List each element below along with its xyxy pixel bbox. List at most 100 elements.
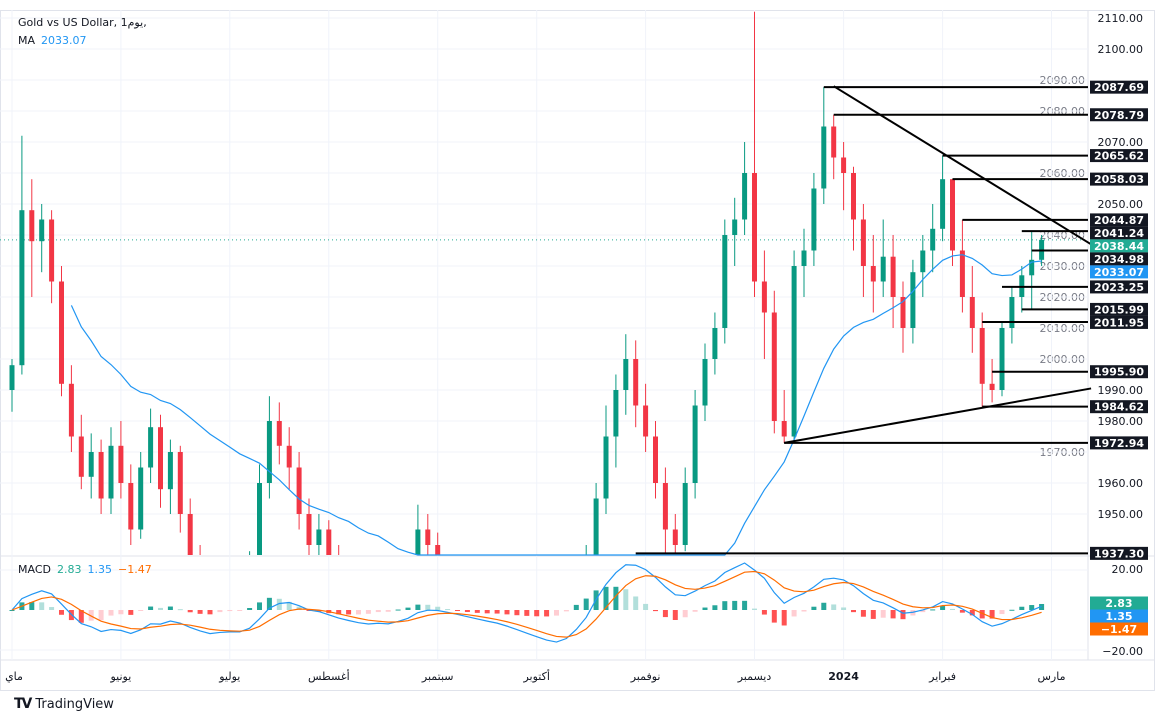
macd-histogram-bar — [989, 610, 995, 619]
candle-body — [98, 452, 104, 499]
level-price-label[interactable]: 2058.03 — [1090, 172, 1148, 187]
macd-histogram-bar — [831, 604, 837, 610]
macd-histogram-bar — [771, 610, 777, 623]
candle-body — [257, 483, 262, 555]
macd-histogram-bar — [692, 610, 698, 612]
macd-histogram-bar — [504, 610, 510, 615]
candle — [326, 520, 332, 555]
signal-line — [11, 570, 1042, 638]
level-price-label[interactable]: 2015.99 — [1090, 302, 1148, 317]
macd-histogram-bar — [98, 610, 104, 621]
candle-body — [900, 297, 906, 328]
level-price-label[interactable]: 2078.79 — [1090, 108, 1148, 122]
candle — [950, 179, 955, 266]
level-price-label-text: 2023.25 — [1094, 281, 1144, 294]
candle-body — [742, 173, 748, 220]
candle — [148, 408, 154, 483]
candle-body — [920, 250, 926, 273]
candle — [969, 266, 975, 353]
level-price-label[interactable]: 2044.87 — [1090, 213, 1148, 227]
macd-histogram-bar — [9, 610, 15, 611]
candle — [29, 179, 35, 297]
level-price-label[interactable]: 2065.62 — [1090, 149, 1148, 163]
macd-legend[interactable]: MACD 2.83 1.35 −1.47 — [18, 563, 158, 576]
level-price-label[interactable]: 2011.95 — [1090, 315, 1148, 330]
candle-body — [831, 126, 837, 158]
macd-histogram-bar — [653, 610, 658, 612]
time-axis-tick: ماي — [5, 670, 23, 683]
candle — [999, 321, 1005, 397]
macd-histogram-bar — [395, 609, 401, 611]
macd-histogram-bar — [138, 610, 144, 611]
macd-histogram-bar — [276, 598, 282, 610]
candle-body — [425, 529, 431, 545]
macd-histogram-bar — [554, 610, 559, 616]
macd-histogram-bar — [336, 610, 342, 615]
ma-price-label[interactable]: 2033.07 — [1090, 265, 1148, 279]
candle — [78, 414, 84, 490]
candle-body — [811, 188, 817, 251]
macd-axis-tick: −20.00 — [1102, 645, 1143, 658]
level-price-label[interactable]: 1972.94 — [1090, 436, 1148, 450]
macd-histogram-bar — [415, 604, 421, 610]
candle — [662, 467, 668, 554]
candle — [19, 135, 25, 375]
macd-histogram-bar — [534, 610, 540, 617]
candle — [633, 340, 639, 428]
ma-price-label-text: 2033.07 — [1094, 266, 1144, 279]
candle — [910, 259, 916, 344]
macd-histogram-bar — [484, 610, 490, 614]
candle-body — [128, 483, 134, 530]
candle — [811, 173, 817, 266]
tradingview-branding[interactable]: TV TradingView — [14, 696, 114, 712]
macd-signal-label-text: −1.47 — [1101, 623, 1137, 636]
symbol-title[interactable]: Gold vs US Dollar, 1يوم, — [18, 16, 147, 29]
level-price-label[interactable]: 2023.25 — [1090, 280, 1148, 294]
candle — [682, 467, 688, 552]
last-price-label[interactable]: 2038.44 — [1090, 239, 1148, 253]
candle — [752, 11, 757, 297]
candle — [415, 504, 421, 555]
candle — [653, 421, 658, 499]
level-price-label[interactable]: 2041.24 — [1090, 226, 1148, 240]
macd-line-label[interactable]: 1.35 — [1090, 609, 1148, 624]
candle — [831, 114, 837, 180]
level-price-label[interactable]: 1984.62 — [1090, 400, 1148, 414]
macd-histogram-bar — [900, 610, 906, 620]
macd-histogram-bar — [712, 605, 718, 610]
candle — [98, 439, 104, 514]
ma-value: 2033.07 — [41, 34, 87, 47]
macd-line-label-text: 1.35 — [1105, 610, 1132, 623]
price-axis-tick: 2110.00 — [1098, 12, 1144, 25]
candle — [712, 312, 718, 375]
macd-signal-label[interactable]: −1.47 — [1090, 622, 1148, 637]
macd-histogram-bar — [217, 610, 223, 613]
candle-body — [296, 467, 302, 514]
macd-histogram-label[interactable]: 2.83 — [1090, 596, 1148, 611]
level-price-label[interactable]: 2034.98 — [1090, 252, 1148, 266]
price-pane — [0, 11, 1092, 556]
macd-histogram-bar — [603, 586, 609, 610]
trendline — [784, 387, 1092, 444]
macd-histogram-bar — [860, 610, 866, 617]
macd-histogram-bar — [346, 610, 352, 615]
candle-body — [276, 421, 282, 446]
candle-body — [860, 219, 866, 266]
candle — [158, 414, 163, 508]
candle — [613, 374, 619, 468]
macd-histogram-bar — [781, 610, 787, 626]
candle-body — [870, 266, 876, 282]
ma-legend[interactable]: MA 2033.07 — [18, 32, 147, 50]
level-price-label[interactable]: 1995.90 — [1090, 365, 1148, 379]
time-axis-tick: يونيو — [109, 670, 131, 683]
macd-histogram-bar — [455, 610, 460, 611]
candle — [1019, 266, 1025, 313]
level-price-label[interactable]: 2087.69 — [1090, 80, 1148, 95]
level-price-label[interactable]: 1937.30 — [1090, 546, 1148, 561]
candle-body — [653, 436, 658, 483]
macd-histogram-bar — [88, 610, 94, 621]
candle — [930, 204, 936, 273]
macd-histogram-bar — [623, 589, 629, 610]
candle — [286, 427, 292, 490]
